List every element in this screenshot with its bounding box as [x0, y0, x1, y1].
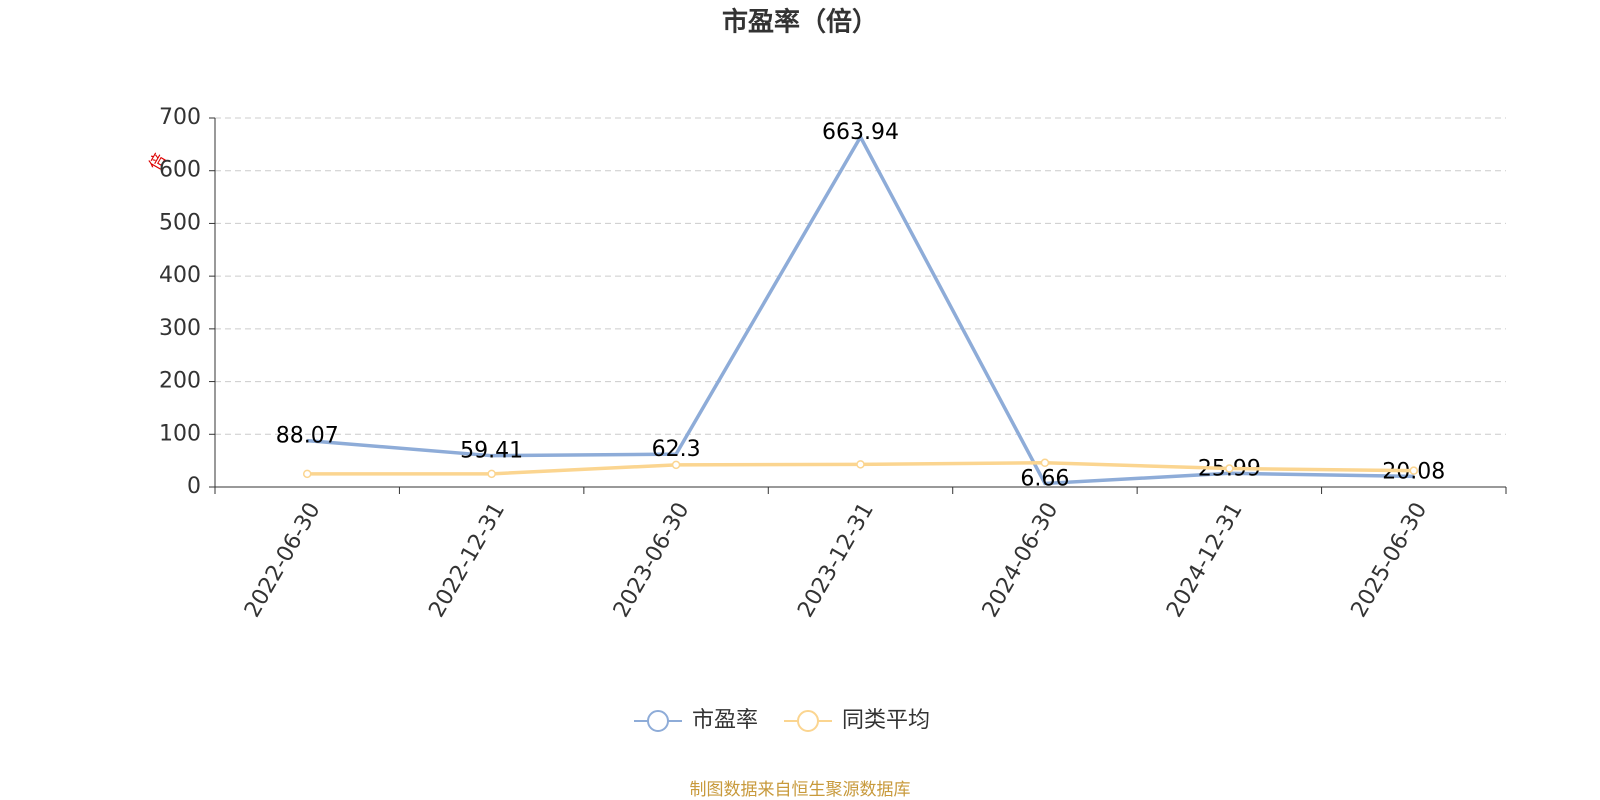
x-tick-label: 2023-12-31	[793, 499, 879, 622]
y-tick-label: 700	[159, 105, 201, 130]
x-tick-label: 2022-06-30	[240, 499, 326, 622]
data-label: 62.3	[652, 437, 701, 462]
point	[487, 469, 496, 479]
data-label: 6.66	[1020, 466, 1069, 491]
series-line	[307, 133, 1414, 486]
point	[302, 469, 312, 479]
y-tick-label: 100	[159, 421, 201, 446]
y-tick-label: 500	[159, 210, 201, 235]
y-tick-label: 200	[159, 369, 201, 394]
legend-marker	[797, 710, 819, 732]
x-tick-label: 2025-06-30	[1347, 499, 1433, 622]
x-tick-label: 2024-12-31	[1162, 499, 1248, 622]
legend-label: 市盈率	[692, 708, 758, 733]
point	[856, 460, 865, 469]
y-tick-label: 600	[159, 158, 201, 183]
point	[1409, 466, 1419, 475]
data-label: 59.41	[460, 439, 523, 464]
x-tick-label: 2022-12-31	[424, 498, 510, 621]
y-tick-label: 0	[187, 474, 201, 499]
point	[1225, 464, 1234, 473]
point	[671, 460, 681, 470]
x-tick-label: 2023-06-30	[609, 499, 695, 622]
x-tick-label: 2024-06-30	[978, 499, 1064, 622]
data-label: 88.07	[276, 424, 339, 449]
y-tick-label: 400	[159, 263, 201, 288]
y-tick-label: 300	[159, 316, 201, 341]
data-label: 663.94	[822, 120, 899, 145]
legend-marker	[647, 710, 669, 732]
footer: 制图数据来自恒生聚源数据库	[690, 780, 911, 800]
chart-title: 市盈率（倍）	[722, 7, 878, 38]
point	[1040, 458, 1050, 468]
legend-label: 同类平均	[842, 708, 930, 733]
